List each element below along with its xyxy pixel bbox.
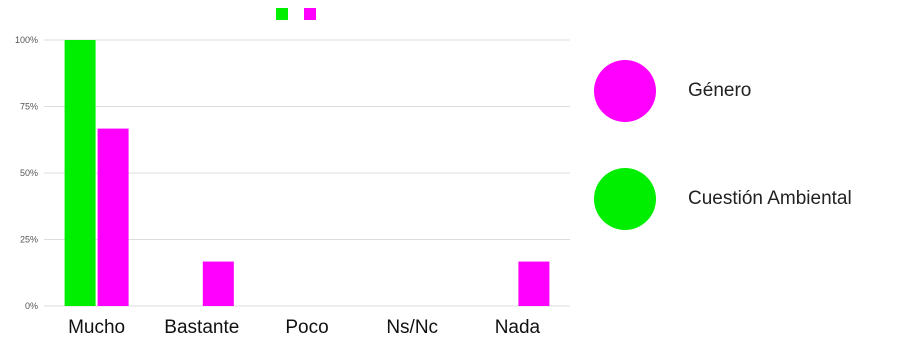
x-category-label: Ns/Nc <box>386 317 438 338</box>
x-category-label: Mucho <box>68 317 125 338</box>
x-category-label: Poco <box>285 317 328 338</box>
y-tick-label: 25% <box>20 235 38 245</box>
bar-nada-series-1[interactable] <box>518 261 550 306</box>
legend-entry-cuestion-ambiental[interactable]: Cuestión Ambiental <box>594 168 852 230</box>
y-tick-label: 100% <box>15 35 38 45</box>
legend-entry-genero[interactable]: Género <box>594 60 751 122</box>
legend-dot-cuestion-ambiental <box>594 168 656 230</box>
legend-label-genero: Género <box>688 80 752 101</box>
bar-bastante-series-1[interactable] <box>202 261 234 306</box>
grid-lines <box>44 39 570 307</box>
y-axis-ticks: 0% 25% 50% 75% 100% <box>15 35 38 311</box>
x-category-label: Bastante <box>164 317 239 338</box>
legend-dot-genero <box>594 60 656 122</box>
top-legend-swatch-green <box>276 8 288 20</box>
top-legend-swatch-magenta <box>304 8 316 20</box>
x-axis-labels: Mucho Bastante Poco Ns/Nc Nada <box>68 317 540 338</box>
bar-mucho-series-1[interactable] <box>97 128 129 306</box>
legend-label-cuestion-ambiental: Cuestión Ambiental <box>688 188 852 209</box>
bars <box>64 40 550 306</box>
y-tick-label: 75% <box>20 102 38 112</box>
y-tick-label: 0% <box>25 301 38 311</box>
x-category-label: Nada <box>495 317 541 338</box>
bar-mucho-series-0[interactable] <box>64 40 96 306</box>
y-tick-label: 50% <box>20 168 38 178</box>
